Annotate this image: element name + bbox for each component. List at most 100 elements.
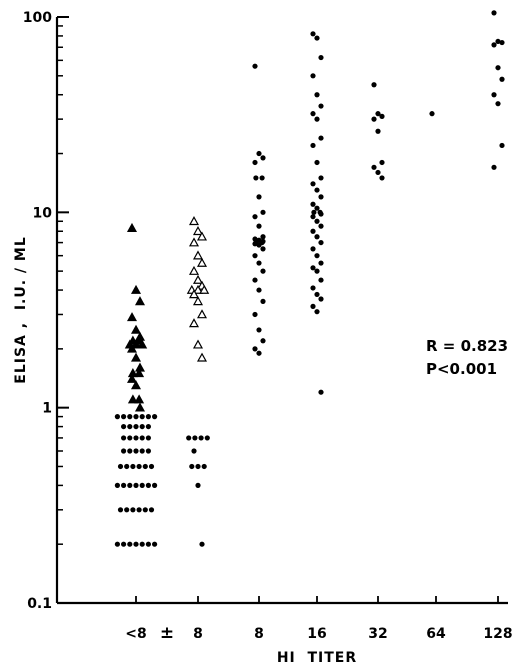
data-point — [252, 241, 258, 247]
data-point — [314, 218, 320, 224]
data-point-open-triangle — [196, 352, 208, 362]
data-point — [495, 38, 501, 45]
data-point — [191, 448, 197, 454]
data-point — [379, 113, 385, 119]
data-point — [314, 159, 320, 166]
data-point — [318, 389, 324, 395]
data-point — [133, 482, 139, 488]
data-point — [311, 209, 317, 215]
data-point — [318, 239, 324, 246]
data-point — [124, 463, 130, 470]
x-axis-label: HI TITER — [277, 650, 357, 666]
data-point — [379, 175, 385, 181]
annotation-r-value: R = 0.823 — [426, 337, 508, 355]
data-point — [318, 194, 324, 200]
data-point-filled-triangle — [126, 343, 138, 353]
data-point — [121, 435, 127, 441]
data-point — [136, 463, 142, 470]
data-point — [375, 111, 381, 117]
data-points — [114, 10, 505, 547]
data-point — [201, 463, 207, 470]
data-point — [133, 435, 139, 441]
data-point — [259, 175, 265, 181]
data-point — [252, 346, 258, 352]
x-tick-label: 32 — [368, 626, 387, 642]
data-point — [379, 159, 385, 166]
data-point — [260, 155, 266, 161]
data-point — [310, 228, 316, 234]
y-tick-label: 100 — [23, 10, 52, 26]
data-point — [130, 507, 136, 513]
data-point — [253, 175, 259, 181]
data-point — [375, 169, 381, 176]
data-point — [310, 31, 316, 37]
data-point — [318, 260, 324, 266]
data-point — [310, 246, 316, 252]
data-point — [133, 423, 139, 430]
data-point — [260, 209, 266, 215]
data-point — [371, 116, 377, 122]
data-point-filled-triangle — [130, 284, 142, 294]
data-point — [121, 414, 127, 420]
data-point — [199, 541, 205, 547]
data-point — [252, 214, 258, 220]
data-point — [371, 82, 377, 88]
data-point — [136, 507, 142, 513]
data-point-filled-triangle — [126, 312, 138, 322]
data-point — [310, 285, 316, 291]
data-point — [139, 435, 145, 441]
y-axis-label: ELISA , I.U. / ML — [13, 236, 29, 383]
data-point-filled-triangle — [134, 402, 146, 412]
data-point — [152, 541, 158, 547]
data-point — [139, 423, 145, 430]
data-point — [314, 291, 320, 298]
x-tick-label: 64 — [426, 626, 446, 642]
data-point — [314, 234, 320, 240]
data-point — [491, 164, 497, 170]
data-point — [252, 253, 258, 259]
data-point — [318, 175, 324, 181]
data-point — [310, 201, 316, 207]
data-point-open-triangle — [192, 339, 204, 349]
data-point — [145, 423, 151, 430]
data-point-filled-triangle — [134, 394, 145, 404]
data-point — [314, 116, 320, 122]
data-point — [495, 65, 501, 71]
data-point — [145, 435, 151, 441]
x-tick-label: 8 — [193, 626, 203, 642]
data-point — [133, 414, 139, 420]
data-point — [252, 63, 258, 69]
data-point — [124, 507, 130, 513]
data-point — [310, 303, 316, 309]
data-point — [318, 223, 324, 229]
y-tick-label: 1 — [42, 401, 52, 417]
y-tick-label: 0.1 — [27, 596, 52, 612]
data-point — [256, 223, 262, 229]
data-point — [130, 463, 136, 470]
x-tick-label: <8 — [125, 626, 146, 642]
data-point — [127, 482, 133, 488]
data-point — [491, 42, 497, 48]
data-point — [260, 268, 266, 274]
data-point — [121, 423, 127, 430]
data-point-open-triangle — [192, 284, 204, 294]
data-point — [491, 92, 497, 98]
data-point — [152, 482, 158, 488]
annotation-p-value: P<0.001 — [426, 360, 497, 378]
data-point — [127, 541, 133, 547]
data-point — [260, 338, 266, 344]
data-point — [195, 482, 201, 488]
data-point — [318, 54, 324, 61]
y-tick-label: 10 — [33, 205, 53, 221]
data-point-open-triangle — [188, 237, 200, 247]
data-point — [252, 159, 258, 166]
data-point-open-triangle — [192, 274, 204, 284]
data-point-open-triangle — [188, 216, 200, 226]
data-point — [260, 246, 266, 252]
data-point — [148, 463, 155, 470]
data-point — [145, 541, 151, 547]
data-point — [310, 181, 316, 187]
data-point — [139, 414, 145, 420]
data-point — [256, 242, 262, 248]
data-point — [371, 164, 377, 170]
